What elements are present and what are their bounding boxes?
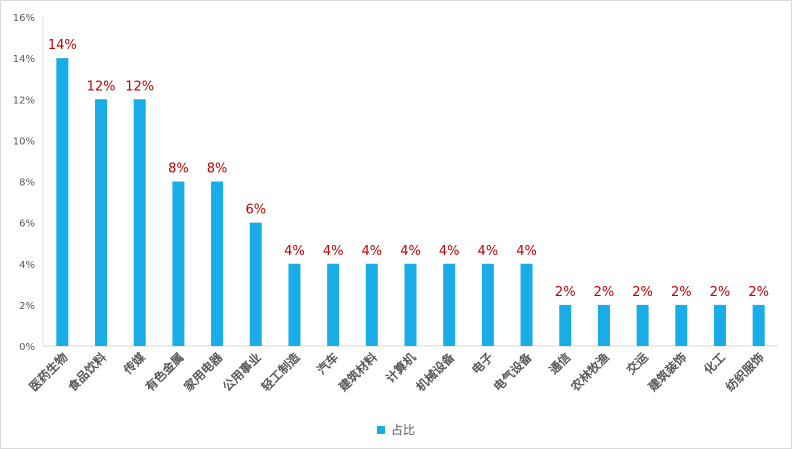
bar (559, 304, 572, 346)
bar (56, 58, 69, 346)
x-category-label: 传媒 (120, 349, 149, 378)
x-category-label: 汽车 (314, 350, 342, 378)
x-category-label: 纺织服饰 (722, 350, 767, 395)
y-tick-label: 2% (19, 301, 35, 312)
x-category-label: 化工 (701, 350, 729, 378)
data-label: 4% (478, 244, 499, 259)
bar (443, 263, 456, 346)
x-category-label: 电气设备 (490, 349, 535, 394)
bar (597, 304, 610, 346)
chart-legend: 占比 (1, 421, 791, 438)
x-category-label: 交运 (623, 350, 651, 378)
bar (404, 263, 417, 346)
x-category-label: 计算机 (383, 350, 419, 386)
bar (752, 304, 765, 346)
bar (288, 263, 301, 346)
x-category-label: 建筑材料 (335, 350, 380, 395)
data-label: 4% (400, 244, 421, 259)
data-label: 4% (516, 244, 537, 259)
y-tick-label: 4% (19, 260, 35, 271)
data-label: 12% (125, 79, 154, 94)
x-category-label: 机械设备 (413, 349, 458, 394)
data-label: 2% (632, 285, 653, 300)
x-category-label: 食品饮料 (64, 350, 109, 395)
legend-swatch (376, 425, 385, 434)
data-label: 4% (439, 244, 460, 259)
bar (675, 304, 688, 346)
data-label: 14% (48, 38, 77, 53)
bar (636, 304, 649, 346)
bar (481, 263, 494, 346)
y-tick-label: 10% (13, 136, 35, 147)
data-label: 2% (748, 285, 769, 300)
x-category-label: 农林牧渔 (567, 350, 612, 395)
bar (172, 181, 185, 346)
data-label: 8% (168, 162, 189, 177)
bar (95, 99, 108, 346)
bar (713, 304, 726, 346)
data-label: 12% (87, 79, 116, 94)
x-category-label: 建筑装饰 (644, 350, 689, 395)
data-label: 4% (323, 244, 344, 259)
bar (327, 263, 340, 346)
data-label: 4% (362, 244, 383, 259)
x-category-label: 医药生物 (26, 350, 71, 395)
bar (520, 263, 533, 346)
data-label: 6% (245, 203, 266, 218)
x-category-label: 公用事业 (219, 350, 264, 395)
x-category-label: 通信 (546, 350, 574, 378)
x-category-label: 有色金属 (142, 350, 187, 395)
legend-label: 占比 (390, 423, 415, 437)
data-label: 2% (710, 285, 731, 300)
y-tick-label: 6% (19, 219, 35, 230)
bar (211, 181, 224, 346)
x-category-label: 家用电器 (181, 349, 226, 394)
y-tick-label: 16% (13, 13, 35, 24)
y-tick-label: 0% (19, 342, 35, 353)
data-label: 2% (594, 285, 615, 300)
y-tick-label: 12% (13, 95, 35, 106)
data-label: 8% (207, 162, 228, 177)
x-category-label: 电子 (468, 350, 496, 378)
bar (249, 222, 262, 346)
data-label: 2% (671, 285, 692, 300)
data-label: 4% (284, 244, 305, 259)
y-tick-label: 14% (13, 54, 35, 65)
y-tick-label: 8% (19, 178, 35, 189)
data-label: 2% (555, 285, 576, 300)
x-category-label: 轻工制造 (258, 349, 303, 394)
bar (133, 99, 146, 346)
bar (365, 263, 378, 346)
